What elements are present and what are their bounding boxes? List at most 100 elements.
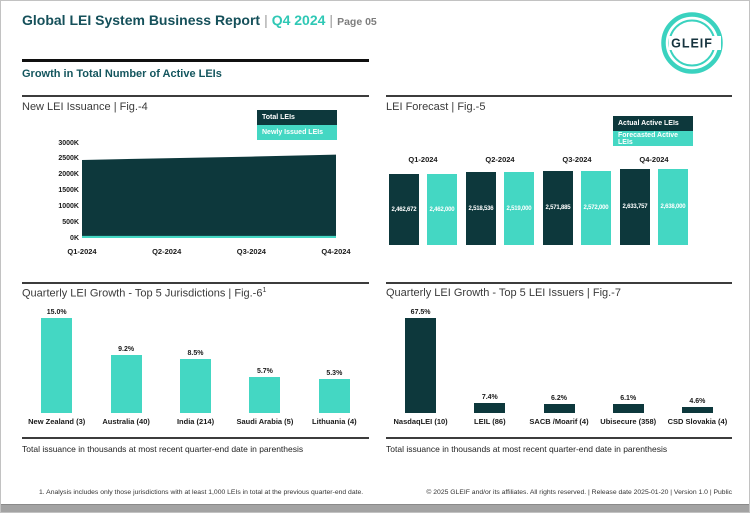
bar-category-label: Lithuania (4) <box>312 417 357 426</box>
bar-value-label: 9.2% <box>118 345 135 353</box>
y-tick-label: 3000K <box>58 139 79 147</box>
bar <box>405 318 437 413</box>
fig5-bar-chart: Q1-2024 2,462,672 2,462,000 Q2-2024 2,518,53… <box>389 155 689 245</box>
fig4-area-plot <box>82 154 336 238</box>
fig4-y-axis: 3000K 2500K 2000K 1500K 1000K 500K 0K <box>37 139 79 242</box>
page-number: Page 05 <box>337 16 377 28</box>
bar-value-label: 2,519,000 <box>506 205 532 212</box>
quarter-group: Q4-2024 2,633,757 2,638,000 <box>620 155 688 245</box>
legend-item-forecast: Forecasted Active LEIs <box>613 131 693 146</box>
bar-value-label: 6.1% <box>620 395 637 403</box>
bar-value-label: 8.5% <box>187 350 204 358</box>
bar <box>612 404 644 413</box>
footer-divider <box>386 437 732 439</box>
bar-pair: 2,633,757 2,638,000 <box>620 167 688 245</box>
x-tick-label: Q1-2024 <box>67 247 97 256</box>
forecast-bar: 2,462,000 <box>427 174 457 245</box>
actual-bar: 2,633,757 <box>620 169 650 245</box>
fig7-note: Total issuance in thousands at most rece… <box>386 444 668 454</box>
x-tick-label: Q4-2024 <box>321 247 351 256</box>
section-title: Growth in Total Number of Active LEIs <box>22 68 222 80</box>
y-tick-label: 0K <box>70 234 79 242</box>
bar-item: 6.1% Ubisecure (358) <box>594 300 663 426</box>
page-edge <box>1 504 749 512</box>
bar-value-label: 6.2% <box>551 395 567 403</box>
legend-label: Newly Issued LEIs <box>262 129 324 136</box>
quarter-label: Q4-2024 <box>639 155 669 164</box>
x-tick-label: Q2-2024 <box>152 247 182 256</box>
header-divider <box>22 59 369 62</box>
quarter-group: Q3-2024 2,571,885 2,572,000 <box>543 155 611 245</box>
legend-label: Actual Active LEIs <box>618 120 679 127</box>
gleif-logo-text: GLEIF <box>671 37 713 51</box>
bar-item: 8.5% India (214) <box>161 300 230 426</box>
fig4-legend: Total LEIs Newly Issued LEIs <box>257 110 337 140</box>
bar-item: 15.0% New Zealand (3) <box>22 300 91 426</box>
x-tick-label: Q3-2024 <box>236 247 266 256</box>
bar-item: 6.2% SACB /Moarif (4) <box>524 300 593 426</box>
panel-divider <box>386 282 732 284</box>
bar-value-label: 2,571,885 <box>545 204 571 211</box>
bar-value-label: 4.6% <box>689 397 706 405</box>
bar-value-label: 2,638,000 <box>660 204 686 210</box>
footer-divider <box>22 437 369 439</box>
bar <box>318 379 350 413</box>
bar <box>180 359 212 413</box>
bar <box>543 404 575 413</box>
bar-item: 7.4% LEIL (86) <box>455 300 524 426</box>
actual-bar: 2,462,672 <box>389 174 419 245</box>
bar <box>249 376 281 413</box>
bar-value-label: 67.5% <box>410 309 431 316</box>
panel-divider <box>22 95 369 97</box>
bar-item: 9.2% Australia (40) <box>91 300 160 426</box>
y-tick-label: 1000K <box>58 202 79 210</box>
report-title: Global LEI System Business Report <box>22 12 261 28</box>
panel-divider <box>386 95 732 97</box>
bar-value-label: 2,518,536 <box>468 205 494 212</box>
forecast-bar: 2,572,000 <box>581 170 611 245</box>
bar-value-label: 5.7% <box>256 367 273 375</box>
y-tick-label: 2500K <box>58 155 79 163</box>
legend-item-newly-issued: Newly Issued LEIs <box>257 125 337 140</box>
report-period: Q4 2024 <box>271 12 326 28</box>
bar-value-label: 7.4% <box>481 393 498 401</box>
actual-bar: 2,518,536 <box>466 172 496 245</box>
bar <box>41 318 73 413</box>
forecast-bar: 2,519,000 <box>504 172 534 245</box>
bar-item: 5.7% Saudi Arabia (5) <box>230 300 299 426</box>
fig5-legend: Actual Active LEIs Forecasted Active LEI… <box>613 116 693 146</box>
forecast-bar: 2,638,000 <box>658 169 688 245</box>
fig5-title: LEI Forecast | Fig.-5 <box>386 101 486 113</box>
legend-item-total-leis: Total LEIs <box>257 110 337 125</box>
bar-category-label: SACB /Moarif (4) <box>529 417 589 426</box>
bar-pair: 2,518,536 2,519,000 <box>466 167 534 245</box>
y-tick-label: 500K <box>62 218 79 226</box>
fig7-title: Quarterly LEI Growth - Top 5 LEI Issuers… <box>386 287 621 299</box>
bar-category-label: LEIL (86) <box>474 417 506 426</box>
report-header: Global LEI System Business Report | Q4 202… <box>22 12 377 28</box>
fig7-bar-chart: 67.5% NasdaqLEI (10) 7.4% LEIL (86) 6.2% SACB… <box>386 300 732 426</box>
bar-pair: 2,571,885 2,572,000 <box>543 167 611 245</box>
fig6-bar-chart: 15.0% New Zealand (3) 9.2% Australia (40) 8.… <box>22 300 369 426</box>
footnote: 1. Analysis includes only those jurisdic… <box>39 489 364 496</box>
fig6-note: Total issuance in thousands at most rece… <box>22 444 304 454</box>
newly-issued-area <box>82 235 336 238</box>
gleif-logo-icon: GLEIF <box>661 12 723 74</box>
bar-category-label: Ubisecure (358) <box>600 417 657 426</box>
quarter-label: Q2-2024 <box>485 155 515 164</box>
bar-category-label: Saudi Arabia (5) <box>236 417 294 426</box>
bar <box>110 354 142 413</box>
bar-value-label: 2,572,000 <box>583 204 609 211</box>
bar-category-label: New Zealand (3) <box>28 417 86 426</box>
legend-item-actual: Actual Active LEIs <box>613 116 693 131</box>
quarter-label: Q3-2024 <box>562 155 592 164</box>
legend-label: Total LEIs <box>262 114 295 121</box>
bar-value-label: 2,462,000 <box>429 206 455 213</box>
bar-value-label: 2,462,672 <box>391 206 417 213</box>
quarter-group: Q1-2024 2,462,672 2,462,000 <box>389 155 457 245</box>
quarter-label: Q1-2024 <box>408 155 438 164</box>
bar-category-label: Australia (40) <box>102 417 150 426</box>
fig4-title: New LEI Issuance | Fig.-4 <box>22 101 148 113</box>
bar <box>681 406 713 413</box>
